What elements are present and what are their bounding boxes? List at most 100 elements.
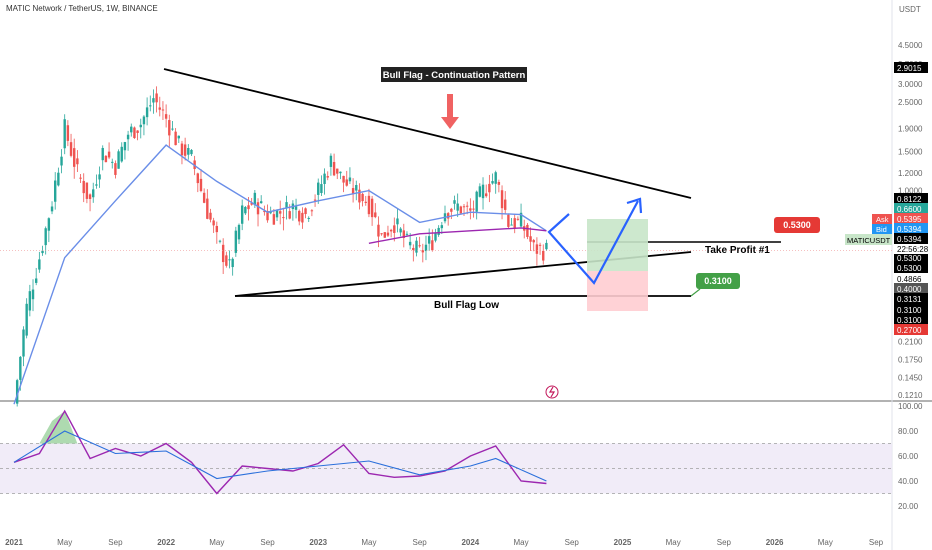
time-tick-label: May bbox=[57, 538, 72, 547]
candle-body bbox=[494, 172, 497, 184]
price-label: 0.4000 bbox=[897, 285, 922, 294]
lightning-icon bbox=[548, 386, 556, 398]
candle-body bbox=[155, 93, 158, 103]
price-label: 0.5394 bbox=[897, 225, 922, 234]
candle-body bbox=[374, 212, 377, 218]
price-tick-label: 0.1450 bbox=[898, 373, 923, 382]
candle-body bbox=[301, 212, 304, 223]
candle-body bbox=[28, 291, 32, 311]
candle-body bbox=[294, 206, 298, 210]
candle-body bbox=[212, 220, 215, 226]
time-tick-label: May bbox=[361, 538, 376, 547]
candle-body bbox=[358, 189, 361, 203]
price-tick-label: 0.1210 bbox=[898, 391, 923, 400]
candle-body bbox=[44, 228, 47, 246]
candle-body bbox=[545, 242, 548, 250]
price-label: 0.2700 bbox=[897, 326, 922, 335]
candle-body bbox=[53, 180, 57, 202]
candle-body bbox=[510, 224, 513, 226]
bid-tag-bg bbox=[872, 224, 892, 234]
time-tick-label: 2024 bbox=[461, 538, 479, 547]
candle-body bbox=[168, 120, 171, 136]
candle-body bbox=[76, 158, 79, 165]
candle-body bbox=[244, 207, 247, 214]
price-label-bg bbox=[894, 273, 928, 284]
projection-arrow bbox=[547, 200, 639, 285]
price-tick-label: 1.9000 bbox=[898, 124, 923, 133]
candle-body bbox=[66, 125, 70, 141]
candle-body bbox=[282, 217, 285, 219]
candle-body bbox=[304, 208, 307, 215]
candle-body bbox=[446, 213, 450, 219]
candle-body bbox=[386, 232, 390, 236]
candle-body bbox=[500, 190, 504, 209]
candle-body bbox=[475, 191, 478, 212]
price-tick-label: 0.1750 bbox=[898, 355, 923, 364]
candle-body bbox=[101, 147, 104, 161]
price-tick-label: 0.2100 bbox=[898, 338, 923, 347]
candle-body bbox=[380, 233, 383, 235]
candle-body bbox=[161, 109, 165, 111]
candle-body bbox=[538, 244, 542, 246]
candle-body bbox=[174, 131, 177, 146]
countdown-bg bbox=[894, 244, 932, 254]
candle-body bbox=[25, 303, 28, 336]
candle-body bbox=[377, 224, 380, 237]
ma-fast-line bbox=[13, 144, 547, 405]
candle-body bbox=[437, 227, 440, 235]
rsi-tick-label: 100.00 bbox=[898, 402, 923, 411]
candle-body bbox=[237, 224, 241, 240]
candle-body bbox=[240, 205, 244, 224]
rsi-ma-line bbox=[13, 430, 547, 482]
candle-body bbox=[187, 147, 190, 155]
candle-body bbox=[209, 212, 212, 220]
time-tick-label: Sep bbox=[413, 538, 428, 547]
time-tick-label: Sep bbox=[717, 538, 732, 547]
bid-tag: Bid bbox=[876, 225, 887, 234]
candle-body bbox=[456, 203, 459, 211]
candle-body bbox=[472, 208, 475, 210]
candle-body bbox=[542, 250, 545, 261]
candle-body bbox=[158, 107, 161, 110]
candle-body bbox=[263, 211, 266, 213]
candle-body bbox=[266, 210, 269, 221]
candle-body bbox=[126, 134, 130, 140]
candle-body bbox=[269, 212, 272, 214]
candle-body bbox=[389, 229, 393, 232]
candle-body bbox=[218, 240, 222, 242]
candle-body bbox=[465, 205, 469, 207]
candle-body bbox=[418, 245, 421, 247]
candle-body bbox=[402, 230, 406, 238]
sl-badge-pointer bbox=[690, 288, 701, 297]
candle-body bbox=[424, 244, 428, 252]
candle-body bbox=[462, 206, 466, 208]
candle-body bbox=[361, 193, 364, 202]
candle-body bbox=[519, 212, 523, 227]
time-tick-label: May bbox=[209, 538, 224, 547]
candle-body bbox=[345, 179, 348, 186]
price-label-bg bbox=[894, 293, 928, 304]
candle-body bbox=[133, 127, 136, 139]
price-label: 0.3100 bbox=[897, 316, 922, 325]
candle-body bbox=[317, 182, 320, 195]
candle-body bbox=[221, 244, 225, 263]
candle-body bbox=[332, 161, 336, 176]
candle-body bbox=[196, 173, 200, 184]
time-tick-label: 2025 bbox=[614, 538, 632, 547]
candle-body bbox=[497, 181, 501, 185]
rsi-tick-label: 80.00 bbox=[898, 427, 919, 436]
ask-tag-bg bbox=[872, 214, 892, 224]
candle-body bbox=[275, 210, 279, 218]
candle-body bbox=[326, 176, 329, 178]
candle-body bbox=[82, 180, 85, 194]
candle-body bbox=[38, 259, 41, 270]
time-tick-label: May bbox=[818, 538, 833, 547]
candle-body bbox=[405, 233, 409, 235]
candle-body bbox=[478, 186, 482, 197]
pattern-label-bg bbox=[381, 67, 527, 82]
price-label-bg bbox=[894, 223, 928, 234]
take-profit-zone bbox=[587, 219, 648, 271]
candle-body bbox=[120, 146, 123, 162]
candle-body bbox=[85, 182, 89, 199]
